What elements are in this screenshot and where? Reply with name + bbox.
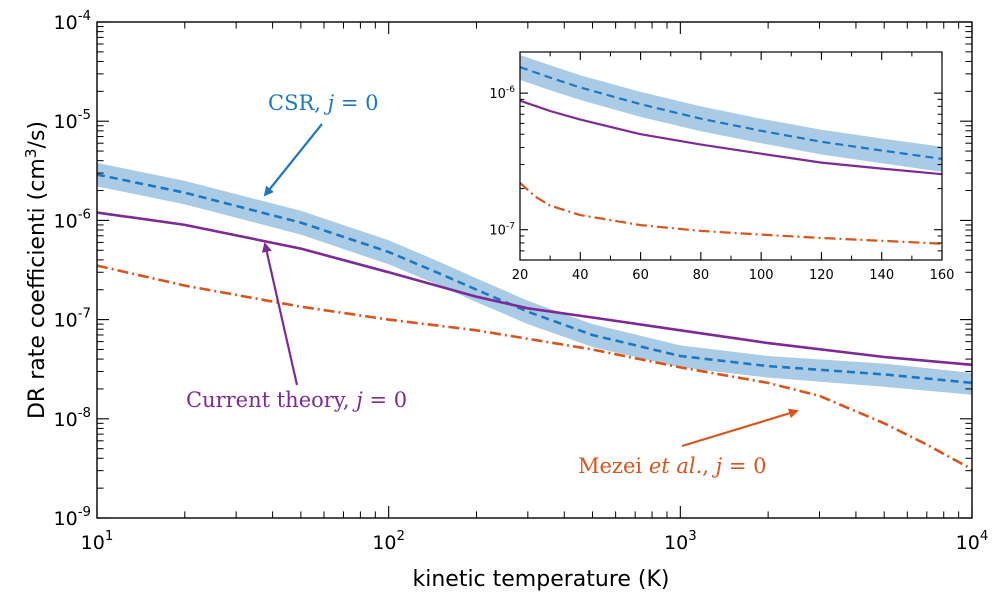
annotation-arrow bbox=[681, 408, 799, 448]
annotation-label: Current theory, j = 0 bbox=[186, 388, 407, 412]
x-axis-title: kinetic temperature (K) bbox=[412, 567, 669, 592]
y-tick-label: 10-9 bbox=[54, 505, 91, 530]
x-tick-label: 100 bbox=[749, 268, 774, 283]
inset-plot: 20 40 60 80 100 120 140 160 10-7 10-6 bbox=[489, 51, 954, 283]
y-axis-title: DR rate coefficienti (cm3/s) bbox=[22, 121, 50, 419]
x-tick-label: 80 bbox=[693, 268, 710, 283]
main-ticks: 101 102 103 104 10-9 10-8 10-7 10-6 10-5 10-4 bbox=[54, 9, 989, 554]
x-tick-label: 102 bbox=[372, 529, 405, 554]
y-tick-label: 10-7 bbox=[489, 222, 515, 239]
main-line-dashed bbox=[97, 173, 972, 385]
inset-ticks: 20 40 60 80 100 120 140 160 10-7 10-6 bbox=[489, 52, 954, 283]
annotation-arrow bbox=[261, 242, 299, 386]
x-tick-label: 101 bbox=[81, 529, 114, 554]
x-tick-label: 140 bbox=[869, 268, 894, 283]
x-tick-label: 20 bbox=[512, 268, 529, 283]
y-tick-label: 10-7 bbox=[54, 307, 91, 332]
annotation-label: Mezei et al., j = 0 bbox=[578, 454, 766, 478]
y-tick-label: 10-6 bbox=[54, 207, 91, 232]
x-tick-label: 104 bbox=[956, 529, 989, 554]
main-frame bbox=[96, 21, 973, 519]
main-line-solid bbox=[97, 211, 972, 367]
y-tick-label: 10-4 bbox=[54, 9, 91, 34]
main-uncertainty-band-0 bbox=[97, 162, 972, 395]
main-series-group bbox=[97, 162, 972, 471]
inset-line-solid bbox=[520, 99, 942, 176]
annotation-arrow bbox=[263, 123, 323, 197]
y-tick-label: 10-8 bbox=[54, 406, 91, 431]
main-plot: 101 102 103 104 10-9 10-8 10-7 10-6 10-5 10-4 bbox=[54, 9, 989, 554]
inset-uncertainty-band-0 bbox=[520, 55, 942, 172]
x-tick-label: 60 bbox=[632, 268, 649, 283]
y-tick-label: 10-5 bbox=[54, 108, 91, 133]
main-line-dashdot bbox=[97, 264, 972, 471]
inset-line-dashdot bbox=[520, 182, 942, 245]
x-tick-label: 160 bbox=[930, 268, 955, 283]
x-tick-label: 103 bbox=[664, 529, 697, 554]
annotation-label: CSR, j = 0 bbox=[268, 91, 378, 115]
y-tick-label: 10-6 bbox=[489, 85, 515, 102]
inset-series-group bbox=[520, 55, 942, 245]
inset-line-dashed bbox=[520, 66, 942, 160]
x-tick-label: 40 bbox=[572, 268, 589, 283]
annotations: CSR, j = 0 Current theory, j = 0 Mezei et … bbox=[186, 91, 799, 478]
x-tick-label: 120 bbox=[809, 268, 834, 283]
